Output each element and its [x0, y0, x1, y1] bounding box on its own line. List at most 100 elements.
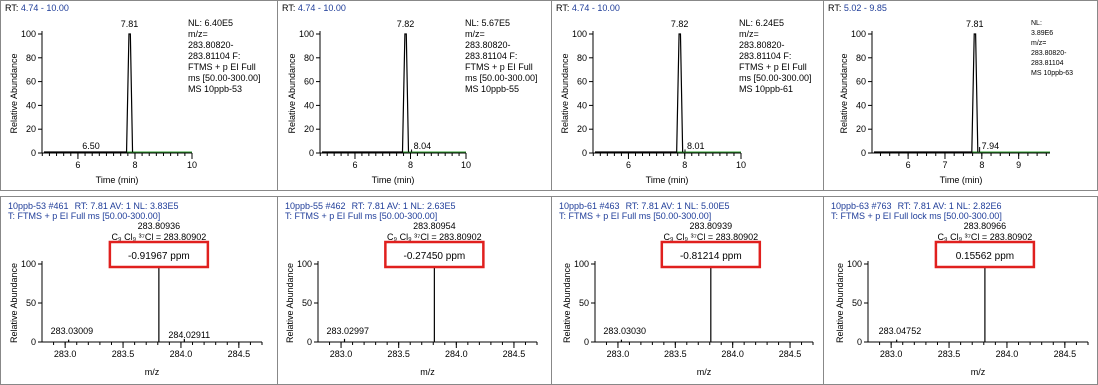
- info-line: 283.81104 F:: [188, 51, 240, 61]
- scan-id: 10ppb-63 #763: [831, 201, 892, 211]
- spectrum-panel-1: 10ppb-53 #461 RT: 7.81 AV: 1 NL: 3.83E5T:…: [8, 201, 263, 377]
- ppm-error-label: -0.81214 ppm: [680, 251, 742, 262]
- x-tick-label: 284.5: [1054, 349, 1077, 359]
- spectrum-header: 10ppb-55 #462 RT: 7.81 AV: 1 NL: 2.63E5: [285, 201, 455, 211]
- peak-mz-label: 283.80939: [690, 221, 733, 231]
- peak-mz-label: 283.80936: [138, 221, 181, 231]
- ppm-highlight-box: [660, 240, 762, 269]
- y-tick-label: 80: [577, 53, 587, 63]
- chromatogram-rt-header: RT: 4.74 - 10.00: [5, 3, 69, 13]
- panel-border: [277, 0, 552, 191]
- x-tick-label: 10: [736, 160, 746, 170]
- x-tick-label: 284.5: [503, 349, 526, 359]
- info-line: ms [50.00-300.00]: [465, 73, 538, 83]
- info-line: 283.81104 F:: [739, 51, 791, 61]
- info-line: FTMS + p EI Full: [739, 62, 807, 72]
- x-tick-label: 8: [408, 160, 413, 170]
- left-peak-label: 283.03009: [51, 326, 94, 336]
- x-tick-label: 9: [1016, 160, 1021, 170]
- y-axis-label: Relative Abundance: [287, 53, 297, 133]
- y-axis-label: Relative Abundance: [560, 53, 570, 133]
- x-tick-label: 284.0: [996, 349, 1019, 359]
- x-tick-label: 6: [75, 160, 80, 170]
- x-tick-label: 284.5: [779, 349, 802, 359]
- ppm-error-label: 0.15562 ppm: [956, 251, 1014, 262]
- panel-border: [551, 0, 824, 191]
- peak-label: 7.81: [121, 19, 139, 29]
- formula-label: C₉ Cl₉ ³⁷Cl = 283.80902: [387, 232, 482, 242]
- y-tick-label: 100: [851, 29, 866, 39]
- x-tick-label: 283.5: [664, 349, 687, 359]
- x-tick-label: 10: [461, 160, 471, 170]
- y-tick-label: 0: [582, 148, 587, 158]
- chromatogram-rt-header: RT: 4.74 - 10.00: [556, 3, 620, 13]
- y-tick-label: 60: [577, 77, 587, 87]
- rt-prefix: RT:: [828, 3, 844, 13]
- scan-filter-line: T: FTMS + p EI Full lock ms [50.00-300.0…: [831, 211, 1002, 221]
- ppm-highlight-box: [108, 240, 210, 269]
- y-tick-label: 20: [304, 124, 314, 134]
- info-line: MS 10ppb-55: [465, 84, 519, 94]
- rt-range: 4.74 - 10.00: [572, 3, 620, 13]
- x-tick-label: 284.0: [445, 349, 468, 359]
- x-tick-label: 7: [942, 160, 947, 170]
- x-axis-label: m/z: [145, 367, 160, 377]
- info-line: m/z=: [465, 29, 485, 39]
- y-tick-label: 40: [304, 100, 314, 110]
- info-line: 3.89E6: [1031, 30, 1053, 37]
- y-tick-label: 0: [307, 337, 312, 347]
- x-tick-label: 283.5: [112, 349, 135, 359]
- info-line: MS 10ppb-61: [739, 84, 793, 94]
- scan-id: 10ppb-53 #461: [8, 201, 69, 211]
- y-tick-label: 0: [584, 337, 589, 347]
- info-line: m/z=: [1031, 40, 1046, 47]
- y-tick-label: 80: [304, 53, 314, 63]
- x-tick-label: 283.0: [330, 349, 353, 359]
- x-tick-label: 283.5: [938, 349, 961, 359]
- info-line: MS 10ppb-63: [1031, 70, 1073, 77]
- spectrum-panel-2: 10ppb-55 #462 RT: 7.81 AV: 1 NL: 2.63E5T:…: [285, 201, 538, 377]
- ppm-highlight-box: [384, 240, 485, 269]
- y-axis-label: Relative Abundance: [9, 53, 19, 133]
- y-axis-label: Relative Abundance: [285, 263, 295, 343]
- x-axis-label: m/z: [697, 367, 712, 377]
- y-axis-label: Relative Abundance: [835, 263, 845, 343]
- rt-range: 5.02 - 9.85: [844, 3, 887, 13]
- info-line: 283.80820-: [1031, 50, 1067, 57]
- scan-meta: RT: 7.81 AV: 1 NL: 5.00E5: [626, 201, 730, 211]
- y-axis-label: Relative Abundance: [562, 263, 572, 343]
- y-tick-label: 100: [21, 259, 36, 269]
- y-tick-label: 0: [857, 337, 862, 347]
- y-tick-label: 40: [856, 100, 866, 110]
- y-tick-label: 50: [579, 298, 589, 308]
- left-peak-label: 283.02997: [327, 326, 370, 336]
- x-tick-label: 283.0: [54, 349, 77, 359]
- ppm-error-label: -0.27450 ppm: [404, 251, 466, 262]
- y-tick-label: 100: [572, 29, 587, 39]
- info-line: FTMS + p EI Full: [465, 62, 533, 72]
- x-axis-label: m/z: [420, 367, 435, 377]
- scan-meta: RT: 7.81 AV: 1 NL: 2.82E6: [898, 201, 1002, 211]
- chromatogram-rt-header: RT: 5.02 - 9.85: [828, 3, 887, 13]
- y-tick-label: 100: [574, 259, 589, 269]
- peak-trace: [44, 33, 134, 153]
- x-axis-label: Time (min): [96, 175, 139, 185]
- x-tick-label: 8: [682, 160, 687, 170]
- x-tick-label: 283.0: [607, 349, 630, 359]
- x-tick-label: 6: [626, 160, 631, 170]
- rt-prefix: RT:: [5, 3, 21, 13]
- scan-meta: RT: 7.81 AV: 1 NL: 2.63E5: [352, 201, 456, 211]
- y-tick-label: 60: [26, 77, 36, 87]
- y-tick-label: 50: [852, 298, 862, 308]
- info-line: 283.80820-: [465, 40, 511, 50]
- scan-meta: RT: 7.81 AV: 1 NL: 3.83E5: [75, 201, 179, 211]
- formula-label: C₉ Cl₉ ³⁷Cl = 283.80902: [938, 232, 1033, 242]
- chromatogram-panel-4: RT: 5.02 - 9.85 0 20 40 60 80 100 6 7 8 9 Time (min…: [828, 3, 1073, 185]
- left-peak-label: 283.03030: [603, 326, 646, 336]
- peak-trace: [874, 33, 979, 153]
- y-tick-label: 50: [26, 298, 36, 308]
- x-tick-label: 10: [187, 160, 197, 170]
- y-tick-label: 0: [31, 148, 36, 158]
